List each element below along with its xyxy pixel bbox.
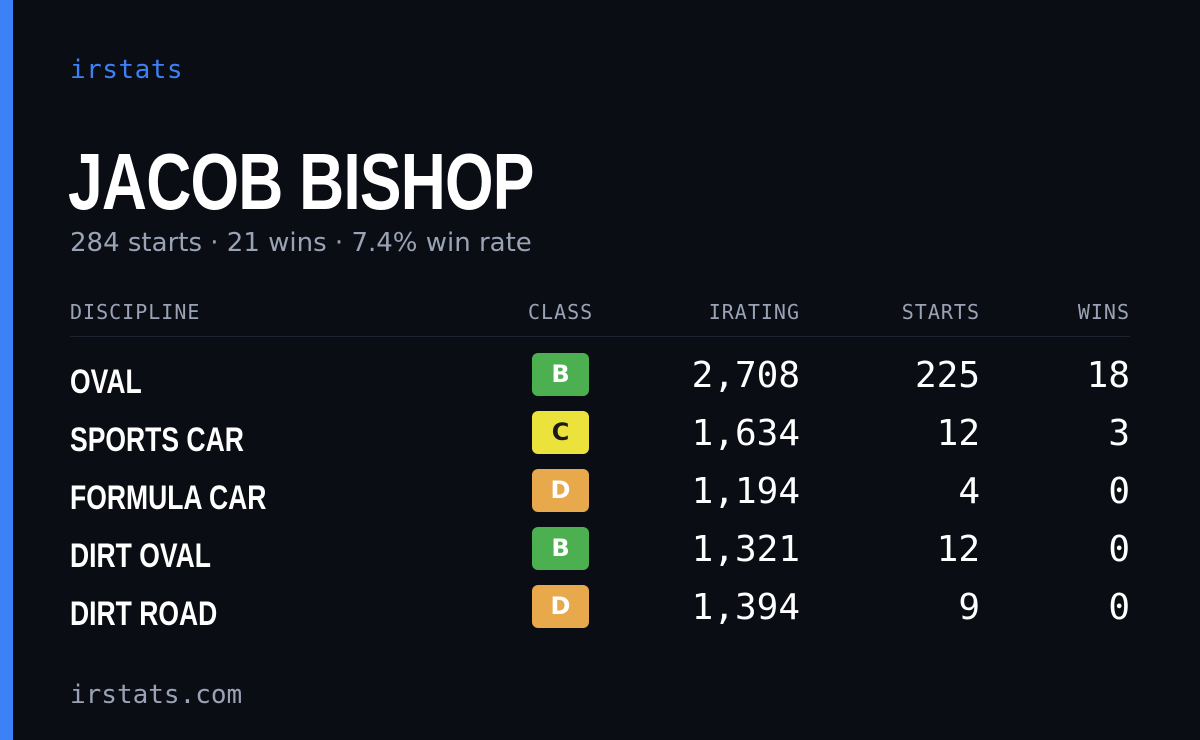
table-header: DISCIPLINE CLASS IRATING STARTS WINS <box>70 298 1130 337</box>
class-badge: C <box>532 411 589 454</box>
column-header-class: CLASS <box>528 300 594 324</box>
brand-logo: irstats <box>70 55 184 85</box>
discipline-name: DIRT OVAL <box>70 537 211 575</box>
class-badge: B <box>532 353 589 396</box>
table-row: DIRT OVAL B 1,321 12 0 <box>70 527 1130 585</box>
column-header-wins: WINS <box>1077 300 1130 324</box>
irating-value: 2,708 <box>691 355 800 396</box>
discipline-name: OVAL <box>70 363 142 401</box>
accent-bar <box>0 0 13 740</box>
class-badge: B <box>532 527 589 570</box>
wins-value: 3 <box>1108 413 1130 454</box>
wins-value: 0 <box>1108 471 1130 512</box>
starts-value: 9 <box>958 587 980 628</box>
wins-value: 0 <box>1108 587 1130 628</box>
driver-name: JACOB BISHOP <box>68 137 534 226</box>
irating-value: 1,394 <box>691 587 800 628</box>
driver-summary: 284 starts · 21 wins · 7.4% win rate <box>70 228 532 258</box>
table-row: SPORTS CAR C 1,634 12 3 <box>70 411 1130 469</box>
column-header-irating: IRATING <box>708 300 800 324</box>
wins-value: 18 <box>1086 355 1130 396</box>
wins-value: 0 <box>1108 529 1130 570</box>
footer-url: irstats.com <box>70 680 243 710</box>
irating-value: 1,321 <box>691 529 800 570</box>
table-row: DIRT ROAD D 1,394 9 0 <box>70 585 1130 643</box>
irating-value: 1,194 <box>691 471 800 512</box>
table-row: FORMULA CAR D 1,194 4 0 <box>70 469 1130 527</box>
starts-value: 4 <box>958 471 980 512</box>
class-badge: D <box>532 469 589 512</box>
table-row: OVAL B 2,708 225 18 <box>70 353 1130 411</box>
irating-value: 1,634 <box>691 413 800 454</box>
starts-value: 12 <box>936 413 980 454</box>
class-badge: D <box>532 585 589 628</box>
stats-table: DISCIPLINE CLASS IRATING STARTS WINS OVA… <box>70 298 1130 643</box>
column-header-starts: STARTS <box>901 300 980 324</box>
column-header-discipline: DISCIPLINE <box>70 300 201 324</box>
starts-value: 225 <box>914 355 980 396</box>
discipline-name: FORMULA CAR <box>70 479 267 517</box>
discipline-name: SPORTS CAR <box>70 421 244 459</box>
table-body: OVAL B 2,708 225 18 SPORTS CAR C 1,634 12 3 FORMUL… <box>70 337 1130 643</box>
discipline-name: DIRT ROAD <box>70 595 218 633</box>
starts-value: 12 <box>936 529 980 570</box>
